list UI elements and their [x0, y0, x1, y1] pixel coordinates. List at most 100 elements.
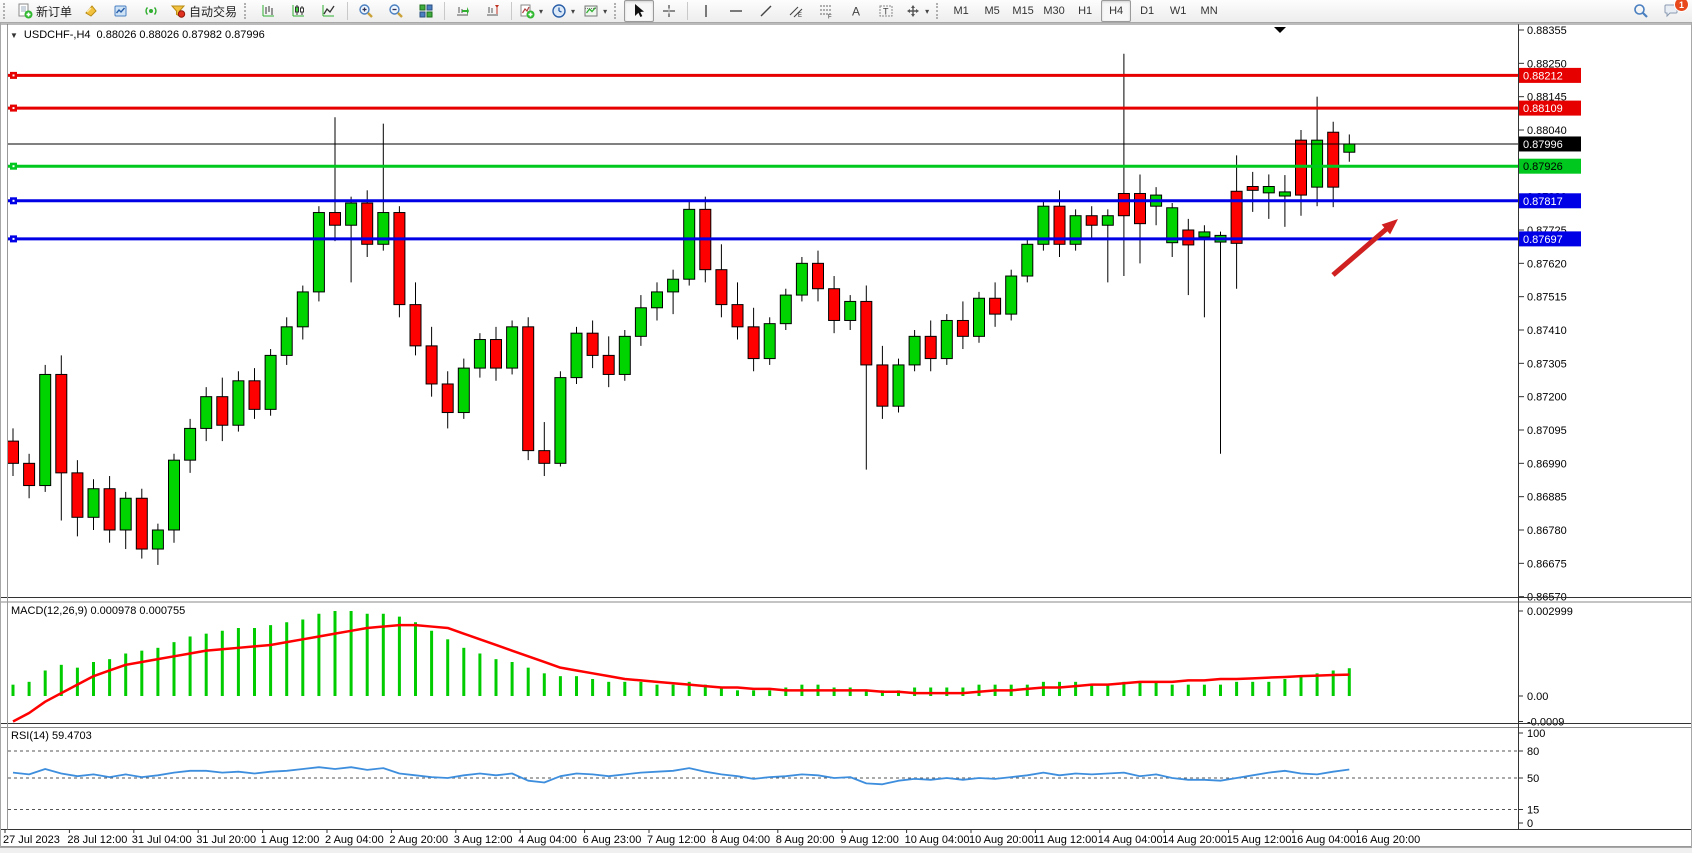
crosshair-button[interactable]	[654, 0, 684, 22]
navigator-icon	[114, 5, 127, 17]
search-button[interactable]	[1626, 0, 1656, 22]
svg-text:3 Aug 12:00: 3 Aug 12:00	[454, 834, 513, 846]
hline-support-green[interactable]	[8, 162, 1518, 170]
channel-icon: E	[789, 6, 803, 19]
tf-label: M15	[1012, 5, 1034, 17]
collapse-triangle-icon[interactable]: ▼	[10, 30, 18, 40]
toolbar-grip[interactable]	[3, 3, 10, 19]
symbol-period-label: USDCHF-,H4	[23, 29, 91, 41]
hline-resistance-upper[interactable]	[8, 71, 1518, 79]
svg-text:10 Aug 04:00: 10 Aug 04:00	[905, 834, 970, 846]
svg-text:-0.0009: -0.0009	[1527, 717, 1564, 729]
svg-text:A: A	[852, 5, 860, 19]
macd-indicator-label: MACD(12,26,9) 0.000978 0.000755	[11, 605, 186, 617]
svg-text:100: 100	[1527, 728, 1545, 740]
tf-button-d1[interactable]: D1	[1132, 0, 1162, 22]
indicators-icon	[520, 4, 535, 19]
trendline-icon	[760, 5, 772, 17]
chat-notification-badge: 1	[1674, 0, 1689, 12]
svg-text:0.87926: 0.87926	[1523, 161, 1563, 173]
price-scale: 0.883550.882500.881450.880400.879350.878…	[1518, 25, 1581, 604]
annotations-layer[interactable]	[1331, 219, 1398, 277]
hline-resistance-lower[interactable]	[8, 104, 1518, 112]
svg-text:0.00: 0.00	[1527, 691, 1548, 703]
tf-button-h4[interactable]: H4	[1101, 0, 1132, 22]
tf-button-m30[interactable]: M30	[1039, 0, 1069, 22]
tf-label: H4	[1109, 5, 1124, 17]
tf-label: M5	[984, 5, 1000, 17]
svg-text:50: 50	[1527, 773, 1539, 785]
trendline-button[interactable]	[751, 0, 781, 22]
chart-shift-button[interactable]	[478, 0, 508, 22]
trend-arrow-annotation[interactable]	[1331, 219, 1398, 277]
tf-button-h1[interactable]: H1	[1070, 0, 1100, 22]
chart-title: ▼ USDCHF-,H4 0.88026 0.88026 0.87982 0.8…	[10, 29, 265, 41]
toolbar-grip[interactable]	[244, 3, 251, 19]
fibonacci-button[interactable]: F	[811, 0, 841, 22]
line-chart-button[interactable]	[314, 0, 344, 22]
timeframe-group: M1 M5 M15 M30 H1 H4 D1 W1 MN	[946, 0, 1224, 22]
arrows-icon	[907, 5, 920, 17]
horizontal-line-button[interactable]	[721, 0, 751, 22]
tf-button-mn[interactable]: MN	[1194, 0, 1224, 22]
autotrade-icon	[170, 5, 186, 18]
svg-text:0.87996: 0.87996	[1523, 139, 1563, 151]
svg-text:0.87515: 0.87515	[1527, 292, 1567, 304]
svg-text:0.88355: 0.88355	[1527, 25, 1567, 37]
tf-button-m15[interactable]: M15	[1008, 0, 1038, 22]
svg-text:15 Aug 12:00: 15 Aug 12:00	[1227, 834, 1292, 846]
clock-icon	[552, 4, 566, 18]
horizontal-lines-layer[interactable]	[8, 71, 1518, 243]
zoom-in-button[interactable]	[351, 0, 381, 22]
svg-text:31 Jul 04:00: 31 Jul 04:00	[132, 834, 192, 846]
chart-canvas[interactable]: 0.883550.882500.881450.880400.879350.878…	[0, 22, 1692, 848]
autotrade-button[interactable]: 自动交易	[166, 0, 241, 22]
svg-text:9 Aug 12:00: 9 Aug 12:00	[840, 834, 899, 846]
crosshair-icon	[663, 5, 676, 17]
svg-text:14 Aug 04:00: 14 Aug 04:00	[1098, 834, 1163, 846]
svg-text:16 Aug 20:00: 16 Aug 20:00	[1355, 834, 1420, 846]
cursor-button[interactable]	[624, 0, 655, 22]
toolbar-grip[interactable]	[614, 3, 621, 19]
svg-text:1 Aug 12:00: 1 Aug 12:00	[261, 834, 320, 846]
horizontal-line-icon	[730, 10, 743, 12]
periods-button[interactable]: ▾	[547, 0, 579, 22]
tile-windows-icon	[419, 4, 433, 18]
svg-text:2 Aug 04:00: 2 Aug 04:00	[325, 834, 384, 846]
tf-button-w1[interactable]: W1	[1163, 0, 1193, 22]
text-label-button[interactable]: T	[871, 0, 901, 22]
tile-windows-button[interactable]	[411, 0, 441, 22]
tf-button-m1[interactable]: M1	[946, 0, 976, 22]
svg-text:0.86675: 0.86675	[1527, 558, 1567, 570]
chat-button[interactable]: 1	[1656, 0, 1689, 22]
signals-button[interactable]	[136, 0, 166, 22]
zoom-out-icon	[389, 4, 403, 18]
signals-icon	[145, 7, 157, 15]
hline-support-blue-lower[interactable]	[8, 235, 1518, 243]
vertical-line-icon	[705, 5, 707, 17]
navigator-button[interactable]	[106, 0, 136, 22]
bars-chart-button[interactable]	[254, 0, 284, 22]
svg-text:7 Aug 12:00: 7 Aug 12:00	[647, 834, 706, 846]
tf-label: M1	[953, 5, 969, 17]
indicators-button[interactable]: ▾	[515, 0, 547, 22]
tf-label: D1	[1140, 5, 1155, 17]
svg-text:28 Jul 12:00: 28 Jul 12:00	[67, 834, 127, 846]
chart-shift-marker-icon[interactable]	[1274, 27, 1286, 33]
zoom-out-button[interactable]	[381, 0, 411, 22]
svg-text:0.87697: 0.87697	[1523, 234, 1563, 246]
arrows-button[interactable]: ▾	[901, 0, 933, 22]
new-order-button[interactable]: 新订单	[13, 0, 76, 22]
hline-support-blue-upper[interactable]	[8, 197, 1518, 205]
text-button[interactable]: A	[841, 0, 871, 22]
tf-button-m5[interactable]: M5	[977, 0, 1007, 22]
market-watch-button[interactable]	[76, 0, 106, 22]
candlestick-chart-button[interactable]	[284, 0, 314, 22]
svg-text:0.002999: 0.002999	[1527, 606, 1573, 618]
templates-button[interactable]: ▾	[579, 0, 611, 22]
new-order-icon	[18, 3, 33, 19]
auto-scroll-button[interactable]	[448, 0, 478, 22]
channel-button[interactable]: E	[781, 0, 811, 22]
vertical-line-button[interactable]	[691, 0, 721, 22]
toolbar-grip[interactable]	[936, 3, 943, 19]
